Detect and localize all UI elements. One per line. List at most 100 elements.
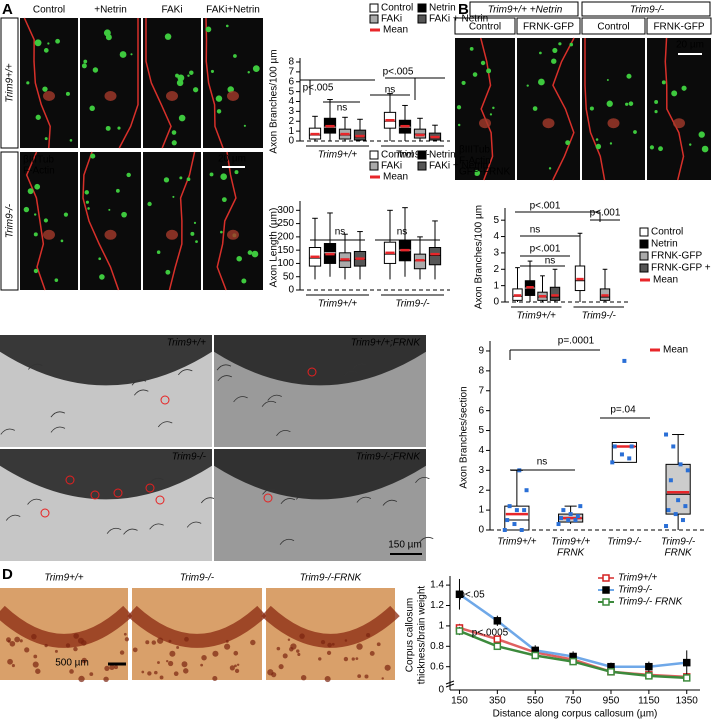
cell-cluster <box>234 668 240 674</box>
legend-label: FAKi <box>381 14 402 25</box>
annotation: p<.001 <box>530 244 561 255</box>
cell-cluster <box>123 632 127 636</box>
branch-marker <box>113 488 123 498</box>
cell-cluster <box>236 663 240 666</box>
data-point <box>566 518 571 523</box>
column-frame <box>454 17 516 35</box>
actin-spot <box>247 71 250 74</box>
axon-trace <box>356 496 372 503</box>
axon-trace <box>50 426 66 433</box>
legend-marker <box>602 598 610 606</box>
row-label: Trim9+/+ <box>5 63 16 102</box>
y-axis-label: Axon Branches/100 µm <box>474 205 485 309</box>
x-tick-label: 1150 <box>638 696 660 707</box>
cell-cluster <box>173 671 179 677</box>
axon-trace <box>131 379 147 386</box>
actin-spot <box>85 200 89 204</box>
cell-cluster <box>103 676 109 683</box>
cell-cluster <box>33 654 38 659</box>
actin-spot <box>526 84 529 87</box>
stain-label: F-Actin <box>23 166 55 177</box>
column-label: FRNK-GFP <box>523 22 574 33</box>
y-tick-label: 4 <box>493 231 499 242</box>
data-point <box>645 662 653 671</box>
legend-swatch <box>417 3 427 13</box>
cell-cluster <box>327 642 332 648</box>
micrograph <box>647 38 711 180</box>
micrograph <box>517 38 580 180</box>
annotation: p<.005 <box>383 67 414 78</box>
cell-cluster <box>151 640 157 645</box>
y-tick-label: 50 <box>283 271 295 282</box>
actin-spot <box>187 74 190 77</box>
x-tick-label: 750 <box>565 696 582 707</box>
branch-marker <box>155 495 165 505</box>
actin-spot <box>33 213 37 216</box>
cell-cluster <box>73 633 79 639</box>
actin-spot <box>165 269 171 275</box>
y-tick-label: 1 <box>478 505 484 516</box>
image-label: Trim9-/-FRNK <box>300 573 363 584</box>
neurite <box>82 151 120 291</box>
branch-marker <box>307 367 317 377</box>
scale-bar-label: 20 µm <box>676 40 704 51</box>
y-tick-label: 9 <box>478 346 484 357</box>
actin-spot <box>63 212 69 217</box>
cell-cluster <box>124 637 130 642</box>
actin-spot <box>33 232 38 237</box>
axon-trace <box>233 396 248 403</box>
cell-cluster <box>369 650 375 656</box>
data-point <box>673 512 678 517</box>
y-tick-label: 0 <box>288 136 294 147</box>
tissue-fold <box>0 449 212 500</box>
legend-label: Control <box>381 3 413 14</box>
data-point <box>573 518 578 523</box>
scale-bar-label: 500 µm <box>55 658 89 669</box>
cell-body <box>607 118 620 129</box>
branch-marker <box>90 490 100 500</box>
column-frame <box>646 17 712 35</box>
y-tick-label: 100 <box>277 258 294 269</box>
cell-cluster <box>157 637 164 644</box>
actin-spot <box>649 145 655 150</box>
cell-body <box>227 91 239 101</box>
actin-spot <box>84 190 89 195</box>
cell-cluster <box>54 649 58 653</box>
header-label: Trim9+/+ +Netrin <box>488 5 563 16</box>
axon-trace <box>276 429 291 436</box>
actin-spot <box>99 274 105 280</box>
y-tick-label: 2 <box>288 116 294 127</box>
panel-label: A <box>2 1 13 18</box>
data-point <box>682 658 691 667</box>
image-label: Trim9-/- <box>180 573 215 584</box>
legend-label: Mean <box>663 345 688 356</box>
cell-cluster <box>169 650 176 657</box>
column-label: Control <box>597 22 629 33</box>
axon-trace <box>27 498 42 505</box>
cell-body <box>479 118 491 129</box>
annotation: p<.005 <box>303 83 334 94</box>
annotation: ns <box>530 225 541 236</box>
actin-spot <box>190 231 195 236</box>
x-tick-label: 950 <box>603 696 620 707</box>
axon-trace <box>216 364 232 371</box>
axon-trace <box>280 498 296 504</box>
axon-trace <box>157 421 173 428</box>
axon-trace <box>149 477 164 484</box>
cell-body <box>166 229 178 240</box>
cell-cluster <box>104 665 110 671</box>
actin-spot <box>595 138 599 141</box>
cell-cluster <box>271 672 277 678</box>
neurite <box>23 17 51 149</box>
legend-swatch <box>369 3 379 13</box>
cell-cluster <box>357 674 362 679</box>
legend-label: Mean <box>383 172 408 183</box>
neurite <box>584 38 606 181</box>
cell-cluster <box>381 677 384 680</box>
actin-spot <box>126 172 131 178</box>
data-point <box>493 617 502 625</box>
neurite <box>118 18 139 149</box>
actin-spot <box>243 124 246 127</box>
data-point <box>569 657 577 666</box>
cell-cluster <box>200 663 204 667</box>
